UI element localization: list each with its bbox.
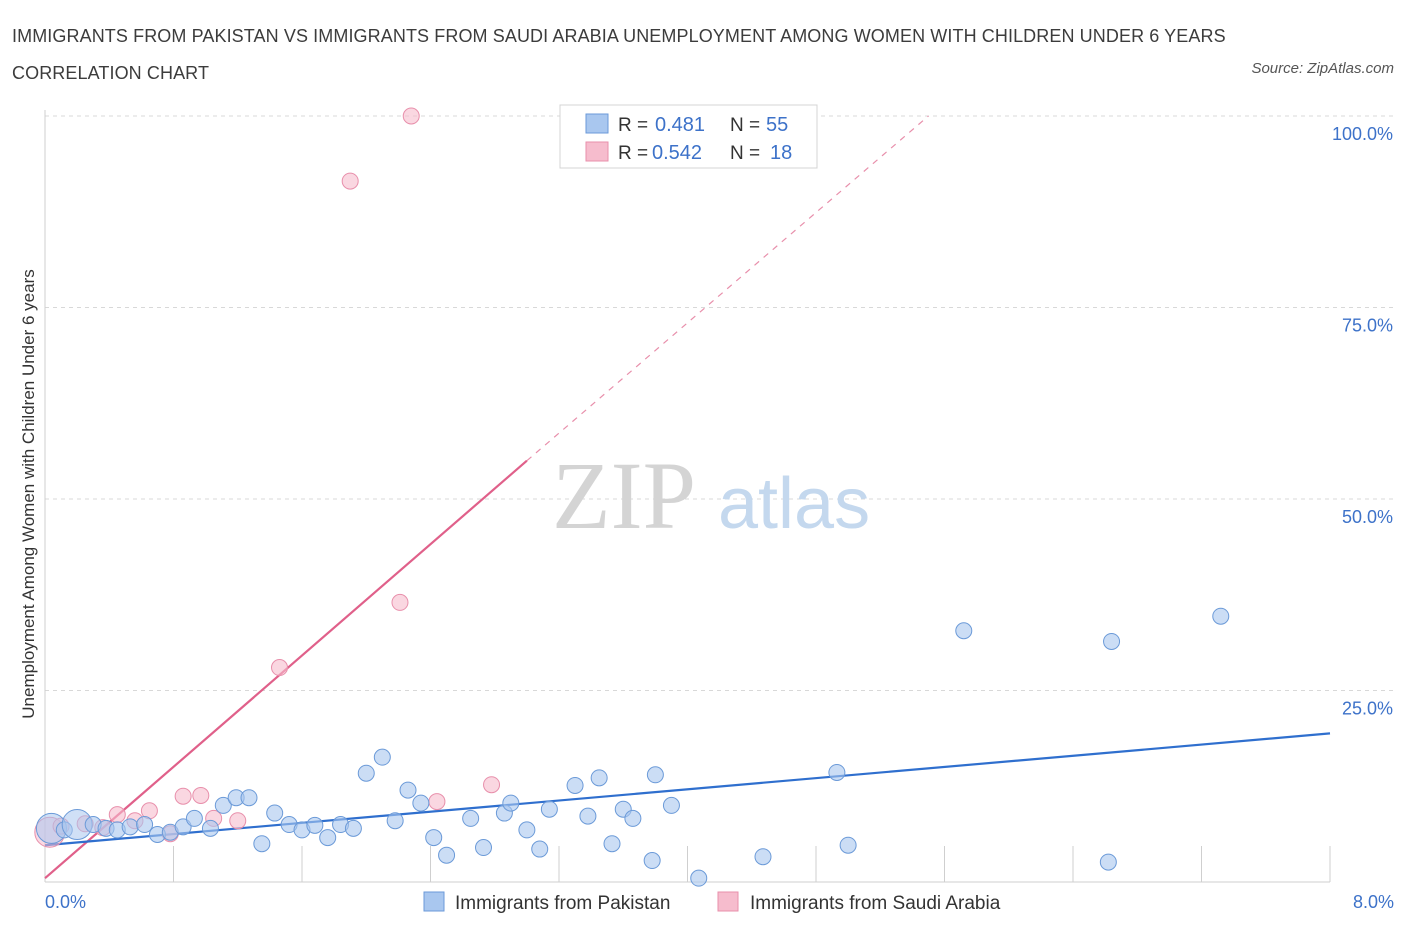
pakistan-point: [566, 776, 584, 794]
legend-label-saudi: Immigrants from Saudi Arabia: [750, 893, 1001, 914]
pakistan-point: [754, 848, 772, 866]
legend-swatch-pakistan: [423, 891, 445, 912]
legend: Immigrants from Pakistan Immigrants from…: [423, 891, 1001, 914]
saudi-trend-extension: [526, 115, 929, 462]
pakistan-point: [603, 835, 621, 853]
pakistan-point: [955, 622, 973, 640]
pakistan-point: [214, 796, 232, 814]
stats-box: R = 0.481 N = 55 R = 0.542 N = 18: [559, 104, 818, 169]
pakistan-point: [201, 819, 219, 837]
watermark-atlas: atlas: [718, 464, 870, 544]
pakistan-point: [540, 800, 558, 818]
watermark-zip: ZIP: [552, 442, 696, 549]
pakistan-point: [579, 807, 597, 825]
pakistan-point: [1103, 632, 1121, 650]
saudi-point: [483, 776, 501, 794]
pakistan-point: [412, 794, 430, 812]
saudi-point: [192, 786, 210, 804]
x-axis-ticks: [44, 846, 1331, 882]
pakistan-point: [136, 816, 154, 834]
pakistan-point: [425, 829, 443, 847]
stats-pakistan-r-label: R =: [618, 115, 648, 136]
stats-pakistan-r-value: 0.481: [655, 114, 705, 136]
legend-label-pakistan: Immigrants from Pakistan: [455, 893, 670, 914]
pakistan-point: [253, 835, 271, 853]
saudi-point: [174, 787, 192, 805]
pakistan-point: [839, 836, 857, 854]
pakistan-point: [502, 794, 520, 812]
gridlines: [45, 115, 1394, 691]
pakistan-point: [646, 766, 664, 784]
saudi-points: [34, 107, 501, 848]
saudi-point: [428, 793, 446, 811]
stats-saudi-r-label: R =: [618, 143, 648, 164]
legend-swatch-saudi: [717, 891, 739, 912]
pakistan-point: [266, 804, 284, 822]
pakistan-point: [386, 812, 404, 830]
pakistan-point: [662, 796, 680, 814]
pakistan-point: [518, 821, 536, 839]
y-tick-labels: 25.0% 50.0% 75.0% 100.0%: [1332, 124, 1393, 719]
pakistan-point: [531, 840, 549, 858]
pakistan-point: [373, 748, 391, 766]
x-tick-label-max: 8.0%: [1353, 892, 1394, 912]
pakistan-trend-line: [44, 732, 1331, 847]
stats-pakistan-n-value: 55: [766, 114, 788, 136]
pakistan-point: [399, 781, 417, 799]
y-tick-label: 50.0%: [1342, 507, 1393, 527]
pakistan-point: [1099, 853, 1117, 871]
pakistan-point: [357, 764, 375, 782]
saudi-point: [402, 107, 420, 125]
pakistan-point: [690, 869, 708, 887]
pakistan-point: [643, 852, 661, 870]
pakistan-point: [462, 809, 480, 827]
pakistan-point: [624, 809, 642, 827]
pakistan-point: [1212, 607, 1230, 625]
pakistan-point: [438, 846, 456, 864]
stats-swatch-saudi: [585, 141, 609, 162]
saudi-point: [108, 806, 126, 824]
pakistan-point: [185, 809, 203, 827]
stats-saudi-n-value: 18: [770, 142, 792, 164]
pakistan-point: [121, 818, 139, 836]
saudi-point: [271, 659, 289, 677]
y-tick-label: 100.0%: [1332, 124, 1393, 144]
saudi-point: [391, 593, 409, 611]
stats-pakistan-n-label: N =: [730, 115, 760, 136]
x-tick-label-min: 0.0%: [45, 892, 86, 912]
y-axis-label: Unemployment Among Women with Children U…: [19, 269, 38, 718]
y-tick-label: 75.0%: [1342, 316, 1393, 336]
watermark: ZIP atlas: [552, 442, 870, 549]
pakistan-point: [475, 839, 493, 857]
pakistan-point: [240, 789, 258, 807]
pakistan-point: [590, 769, 608, 787]
pakistan-point: [344, 819, 362, 837]
stats-swatch-pakistan: [585, 113, 609, 134]
saudi-point: [229, 812, 247, 830]
stats-saudi-n-label: N =: [730, 143, 760, 164]
source-label: Source: ZipAtlas.com: [1251, 60, 1394, 77]
pakistan-points: [35, 607, 1230, 887]
pakistan-point: [306, 816, 324, 834]
stats-saudi-r-value: 0.542: [652, 142, 702, 164]
pakistan-point: [828, 763, 846, 781]
pakistan-point: [319, 829, 337, 847]
chart-title: IMMIGRANTS FROM PAKISTAN VS IMMIGRANTS F…: [12, 26, 1226, 83]
saudi-point: [341, 172, 359, 190]
y-tick-label: 25.0%: [1342, 699, 1393, 719]
